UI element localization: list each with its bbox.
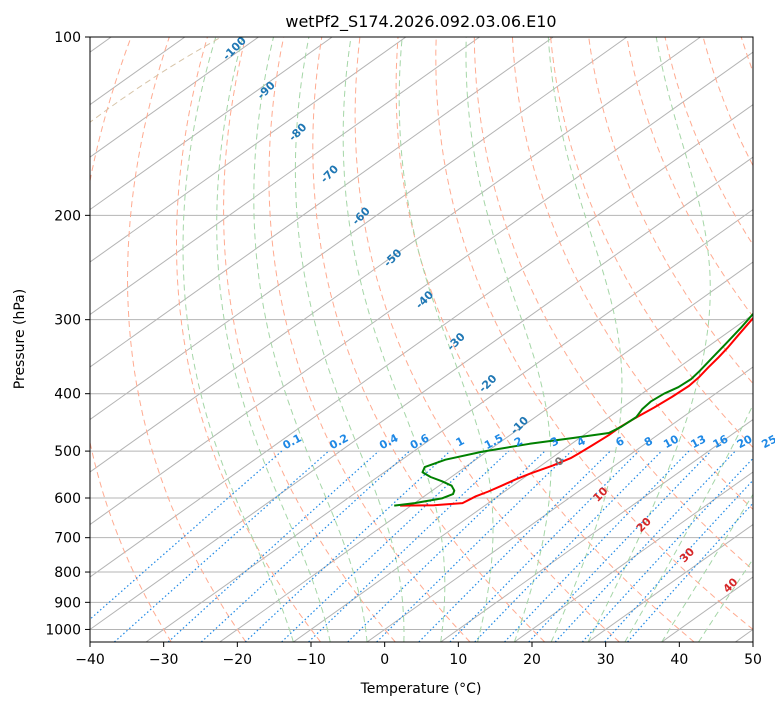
moist-adiabat xyxy=(182,37,294,642)
dry-adiabat xyxy=(223,37,396,642)
isotherm xyxy=(90,37,333,211)
moist-adiabat xyxy=(465,37,552,642)
isotherm xyxy=(514,471,753,642)
mixing-ratio-line xyxy=(376,450,572,642)
x-axis-ticks: −40 −30 −20 −10 0 10 20 30 40 50 xyxy=(75,642,762,668)
mixing-ratio-line xyxy=(90,450,283,621)
series-lines xyxy=(394,312,753,507)
x-tick-label: 50 xyxy=(744,652,762,668)
x-tick-label: −20 xyxy=(223,652,253,668)
isotherm xyxy=(90,37,480,316)
plot-frame xyxy=(89,36,754,643)
isotherm xyxy=(90,37,407,263)
y-tick-label: 800 xyxy=(54,565,81,581)
dry-adiabat xyxy=(702,37,753,167)
dry-adiabat xyxy=(511,37,753,511)
isotherm xyxy=(219,261,753,642)
dry-adiabat xyxy=(588,37,753,385)
isotherm xyxy=(90,37,554,368)
moist-adiabat xyxy=(253,37,368,642)
dry-adiabat xyxy=(90,37,172,642)
series-dewpoint xyxy=(394,312,753,507)
x-tick-label: −30 xyxy=(149,652,179,668)
y-axis-label: Pressure (hPa) xyxy=(12,289,28,389)
y-axis-ticks: 100 200 300 400 500 600 700 800 900 1000 xyxy=(45,30,90,638)
mixing-ratio-line xyxy=(347,450,546,642)
isotherm xyxy=(366,366,753,642)
y-tick-label: 400 xyxy=(54,387,81,403)
series-temperature xyxy=(400,316,753,507)
moist-adiabat xyxy=(698,558,753,642)
mixing-ratio-label: 10 xyxy=(661,432,681,451)
y-tick-label: 600 xyxy=(54,491,81,507)
y-tick-label: 1000 xyxy=(45,622,81,638)
isotherm xyxy=(440,418,753,642)
isotherm xyxy=(90,156,753,631)
isotherm xyxy=(90,103,753,578)
x-tick-label: −10 xyxy=(296,652,326,668)
isotherm xyxy=(90,37,628,421)
x-tick-label: 20 xyxy=(523,652,541,668)
mixing-ratio-line xyxy=(244,450,451,642)
x-axis-label: Temperature (°C) xyxy=(360,681,482,697)
dry-adiabat xyxy=(626,37,753,318)
mixing-ratio-line xyxy=(504,450,690,642)
mixing-ratio-label: 16 xyxy=(711,432,731,451)
chart-title: wetPf2_S174.2026.092.03.06.E10 xyxy=(285,12,556,32)
y-tick-label: 100 xyxy=(54,30,81,46)
y-tick-label: 700 xyxy=(54,531,81,547)
mixing-ratio-line xyxy=(200,450,410,642)
isotherm xyxy=(587,523,753,642)
isotherm xyxy=(90,51,753,526)
y-tick-label: 900 xyxy=(54,595,81,611)
x-tick-label: 0 xyxy=(380,652,389,668)
background-lines xyxy=(90,37,753,642)
y-tick-label: 200 xyxy=(54,208,81,224)
dry-adiabat xyxy=(312,37,546,642)
isotherm xyxy=(90,37,259,158)
mixing-ratio-line xyxy=(418,450,611,642)
y-tick-label: 300 xyxy=(54,313,81,329)
dry-adiabat xyxy=(268,37,471,642)
mixing-ratio-line xyxy=(581,457,753,642)
dry-adiabat xyxy=(176,37,321,642)
dry-adiabat xyxy=(473,37,753,571)
mixing-ratio-line xyxy=(474,450,663,642)
dry-adiabat xyxy=(126,37,247,642)
moist-adiabat xyxy=(216,37,331,642)
dry-adiabat xyxy=(435,37,753,631)
mixing-ratio-lines xyxy=(90,450,753,642)
isotherm xyxy=(145,208,753,642)
x-tick-label: 10 xyxy=(449,652,467,668)
dry-adiabat xyxy=(354,37,620,642)
dry-adiabat xyxy=(395,37,695,642)
mixing-ratio-label: 25 xyxy=(759,432,775,451)
moist-adiabat xyxy=(294,37,405,642)
moist-adiabat xyxy=(587,37,711,642)
isotherm xyxy=(90,37,701,473)
mixing-ratio-line xyxy=(604,479,753,642)
x-tick-label: 40 xyxy=(670,652,688,668)
dry-adiabat xyxy=(550,37,753,449)
y-tick-label: 500 xyxy=(54,444,81,460)
moist-adiabat xyxy=(398,37,494,642)
x-tick-label: −40 xyxy=(75,652,105,668)
moist-adiabat xyxy=(342,37,446,642)
mixing-ratio-label: 20 xyxy=(735,432,755,451)
mixing-ratio-line xyxy=(449,450,640,642)
moist-adiabat xyxy=(547,37,623,642)
mixing-ratio-line xyxy=(627,502,753,642)
x-tick-label: 30 xyxy=(597,652,615,668)
mixing-ratio-line xyxy=(167,450,380,642)
mixing-ratio-label: 13 xyxy=(689,432,709,451)
